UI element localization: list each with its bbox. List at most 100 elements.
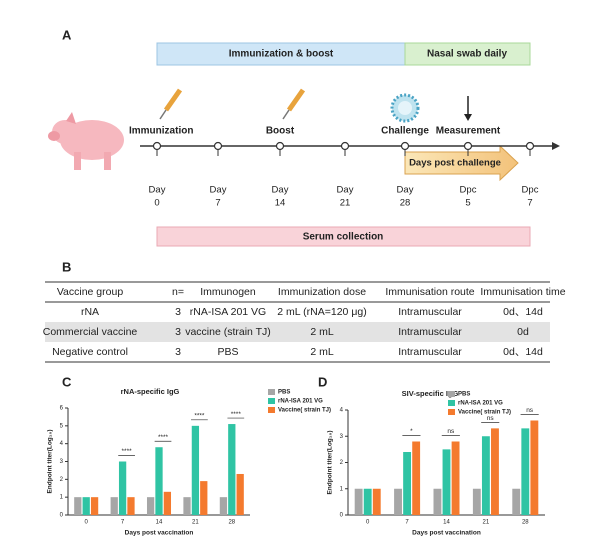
bar (155, 447, 163, 515)
bar (363, 488, 372, 515)
bar (110, 497, 118, 515)
x-tick-label: 21 (192, 520, 199, 526)
bar (146, 497, 155, 515)
legend-label: Vaccine( strain TJ) (458, 410, 511, 416)
bar (354, 488, 363, 515)
bar (372, 488, 381, 515)
legend-label: rNA-ISA 201 VG (458, 401, 503, 407)
phase-label: Immunization & boost (229, 49, 334, 60)
timepoint (525, 141, 535, 151)
bar (442, 449, 451, 515)
table-header: Immunogen (200, 286, 256, 298)
event-label: Measurement (436, 126, 501, 137)
legend-swatch (448, 400, 455, 406)
day-label: Day (149, 185, 166, 196)
bar (228, 424, 236, 515)
day-number: 28 (400, 198, 411, 209)
panel-label: D (318, 374, 327, 389)
significance-label: ns (526, 407, 534, 414)
day-number: 5 (465, 198, 470, 209)
y-tick-label: 6 (60, 406, 64, 412)
panel-label: C (62, 374, 72, 389)
bar (74, 497, 82, 515)
x-tick-label: 0 (366, 520, 370, 526)
x-tick-label: 28 (228, 520, 235, 526)
legend-swatch (268, 407, 275, 413)
significance-label: **** (122, 448, 133, 455)
y-tick-label: 4 (340, 408, 344, 414)
bar (412, 441, 421, 515)
legend-label: PBS (458, 392, 470, 398)
y-tick-label: 2 (340, 460, 344, 466)
legend-swatch (448, 391, 455, 397)
bar (512, 488, 521, 515)
y-axis-label: Endpoint titer(Log₁₀) (327, 430, 334, 494)
bar (433, 488, 442, 515)
day-label: Day (337, 185, 354, 196)
legend-swatch (448, 409, 455, 415)
pig-icon (48, 112, 124, 170)
timepoint (463, 141, 473, 151)
y-tick-label: 1 (60, 495, 64, 501)
day-number: 21 (340, 198, 351, 209)
table-cell: 2 mL (rNA=120 μg) (277, 306, 366, 318)
post-challenge-label: Days post challenge (409, 158, 501, 169)
legend-swatch (268, 389, 275, 395)
x-tick-label: 0 (85, 520, 89, 526)
legend-label: PBS (278, 390, 290, 396)
table-header: Immunisation route (385, 286, 474, 298)
bar (451, 441, 460, 515)
day-label: Day (210, 185, 227, 196)
table-cell: 0d、14d (503, 346, 543, 358)
x-tick-label: 28 (522, 520, 529, 526)
bar (491, 428, 499, 515)
panel-label: A (62, 27, 72, 42)
table-header: Immunization dose (278, 286, 366, 298)
event-label: Boost (266, 126, 295, 137)
x-axis-label: Days post vaccination (412, 530, 481, 537)
y-tick-label: 3 (340, 434, 344, 440)
y-tick-label: 0 (340, 513, 344, 519)
table-cell: vaccine (strain TJ) (185, 326, 271, 338)
bar (481, 436, 490, 515)
table-cell: 2 mL (310, 326, 334, 338)
post-challenge-arrow (404, 144, 519, 182)
serum-bar (156, 226, 531, 247)
table-cell: 3 (175, 326, 181, 338)
timepoint (400, 141, 410, 151)
phase-label: Nasal swab daily (427, 49, 507, 60)
bar (219, 497, 228, 515)
table-cell: 3 (175, 346, 181, 358)
timeline-arrow (552, 142, 560, 150)
x-tick-label: 21 (483, 520, 490, 526)
y-tick-label: 0 (60, 513, 64, 519)
y-tick-label: 3 (60, 459, 64, 465)
serum-label: Serum collection (303, 232, 384, 243)
day-label: Day (272, 185, 289, 196)
x-tick-label: 14 (156, 520, 163, 526)
table-cell: Intramuscular (398, 326, 462, 338)
timepoint (152, 141, 162, 151)
table-cell: 0d、14d (503, 306, 543, 318)
table: Vaccine group n= Immunogen Immunization dos… (43, 281, 566, 363)
bar (394, 488, 402, 515)
table-cell: Intramuscular (398, 306, 462, 318)
timepoint (213, 141, 223, 151)
legend-label: rNA-ISA 201 VG (278, 399, 323, 405)
table-cell: 0d (517, 326, 529, 338)
legend-swatch (268, 398, 275, 404)
timepoint (340, 141, 350, 151)
bar (530, 420, 539, 515)
significance-label: **** (158, 434, 169, 441)
y-tick-label: 2 (60, 477, 64, 483)
bar (82, 497, 90, 515)
syringe-icon (159, 88, 306, 120)
table-cell: Commercial vaccine (43, 326, 138, 338)
y-tick-label: 5 (60, 423, 64, 429)
day-label: Dpc (460, 185, 477, 196)
bar (200, 481, 208, 515)
bar (183, 497, 191, 515)
day-number: 7 (527, 198, 532, 209)
